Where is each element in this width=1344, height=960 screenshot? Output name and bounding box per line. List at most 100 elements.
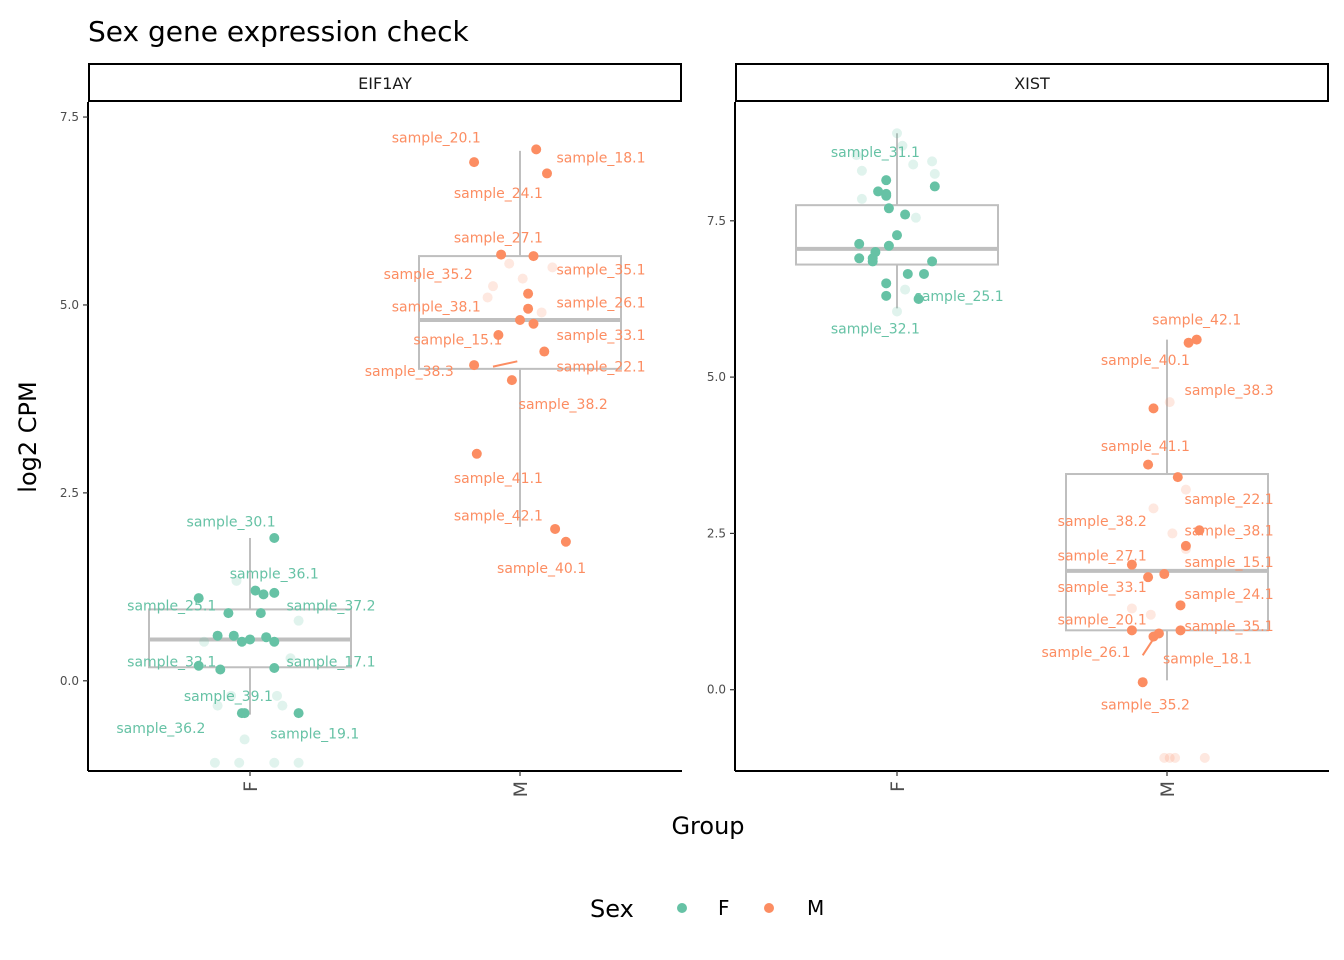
label-leader-line — [492, 360, 518, 368]
sample-label: sample_15.1 — [413, 333, 502, 349]
data-point — [560, 536, 571, 547]
legend-label-f: F — [718, 896, 730, 920]
x-axis-title: Group — [671, 812, 744, 840]
sample-label: sample_20.1 — [392, 130, 481, 146]
data-point — [496, 249, 507, 260]
data-point — [873, 186, 884, 197]
data-point — [897, 140, 908, 151]
sample-label: sample_15.1 — [1185, 555, 1274, 571]
data-point — [236, 636, 247, 647]
sample-label: sample_17.1 — [286, 654, 375, 670]
sample-label: sample_38.3 — [365, 364, 454, 380]
legend-key-f — [677, 903, 687, 913]
sample-label: sample_40.1 — [497, 561, 586, 577]
facet-strip-label: EIF1AY — [358, 74, 412, 93]
data-point — [1175, 600, 1186, 611]
sample-label: sample_41.1 — [1101, 439, 1190, 455]
sample-label: sample_22.1 — [1185, 492, 1274, 508]
data-point — [199, 636, 210, 647]
legend-label-m: M — [807, 896, 824, 920]
data-point — [285, 653, 296, 664]
data-point — [1126, 559, 1137, 570]
sample-label: sample_27.1 — [454, 230, 543, 246]
data-point — [488, 281, 498, 292]
sample-label: sample_35.2 — [1101, 698, 1190, 714]
x-tick-label: M — [1157, 781, 1179, 797]
x-tick-label: F — [887, 781, 909, 792]
sample-label: sample_20.1 — [1058, 613, 1147, 629]
sample-label: sample_22.1 — [556, 360, 645, 376]
data-point — [1164, 752, 1175, 763]
box-m — [1065, 473, 1269, 632]
y-axis-title: log2 CPM — [14, 381, 42, 492]
data-point — [504, 258, 515, 269]
data-point — [1180, 544, 1191, 555]
sample-label: sample_36.1 — [230, 566, 319, 582]
data-point — [293, 757, 304, 768]
sample-label: sample_37.2 — [286, 599, 375, 615]
data-point — [231, 575, 242, 586]
y-tick-label: 0.0 — [707, 683, 726, 697]
sample-label: sample_40.1 — [1101, 353, 1190, 369]
data-point — [515, 314, 525, 325]
sample-label: sample_26.1 — [1041, 645, 1130, 661]
data-point — [1148, 503, 1159, 514]
data-point — [1180, 540, 1191, 551]
data-point — [547, 262, 558, 273]
data-point — [212, 700, 223, 711]
data-point — [193, 593, 204, 604]
data-point — [881, 190, 892, 201]
sample-label: sample_38.2 — [1058, 514, 1147, 530]
facet-strip — [735, 63, 1329, 102]
data-point — [900, 209, 911, 220]
data-point — [469, 157, 480, 168]
data-point — [539, 346, 550, 357]
box-m — [418, 255, 622, 370]
data-point — [482, 292, 493, 303]
data-point — [929, 168, 940, 179]
data-point — [471, 448, 482, 459]
sample-label: sample_35.2 — [384, 267, 473, 283]
sample-label: sample_25.1 — [127, 599, 216, 615]
data-point — [193, 660, 204, 671]
data-point — [927, 256, 938, 267]
sample-label: sample_35.1 — [1185, 619, 1274, 635]
data-point — [881, 175, 892, 186]
data-point — [854, 253, 865, 264]
sample-label: sample_18.1 — [1163, 651, 1252, 667]
y-tick-label: 7.5 — [60, 110, 79, 124]
data-point — [269, 757, 280, 768]
sample-label: sample_24.1 — [1185, 587, 1274, 603]
data-point — [854, 238, 865, 249]
data-point — [1159, 569, 1170, 580]
data-point — [883, 240, 894, 251]
data-point — [927, 156, 938, 167]
data-point — [919, 268, 929, 279]
y-tick-label: 2.5 — [707, 526, 726, 540]
data-point — [1148, 403, 1159, 414]
data-point — [239, 708, 250, 719]
data-point — [1164, 397, 1175, 408]
data-point — [1167, 528, 1178, 539]
data-point — [1172, 472, 1183, 483]
box-f — [795, 204, 999, 266]
sample-label: sample_24.1 — [454, 186, 543, 202]
sample-label: sample_32.1 — [127, 654, 216, 670]
data-point — [258, 589, 269, 600]
sample-label: sample_36.2 — [116, 721, 205, 737]
data-point — [493, 330, 504, 341]
data-point — [272, 690, 282, 701]
data-point — [261, 632, 272, 643]
sample-label: sample_33.1 — [1058, 580, 1147, 596]
sample-label: sample_42.1 — [454, 508, 543, 524]
y-tick-label: 7.5 — [707, 214, 726, 228]
data-point — [881, 278, 892, 289]
sample-label: sample_38.1 — [1185, 523, 1274, 539]
data-point — [293, 708, 304, 719]
sample-label: sample_38.3 — [1185, 383, 1274, 399]
data-point — [531, 144, 542, 155]
data-point — [523, 288, 534, 299]
facet-strip — [88, 63, 682, 102]
